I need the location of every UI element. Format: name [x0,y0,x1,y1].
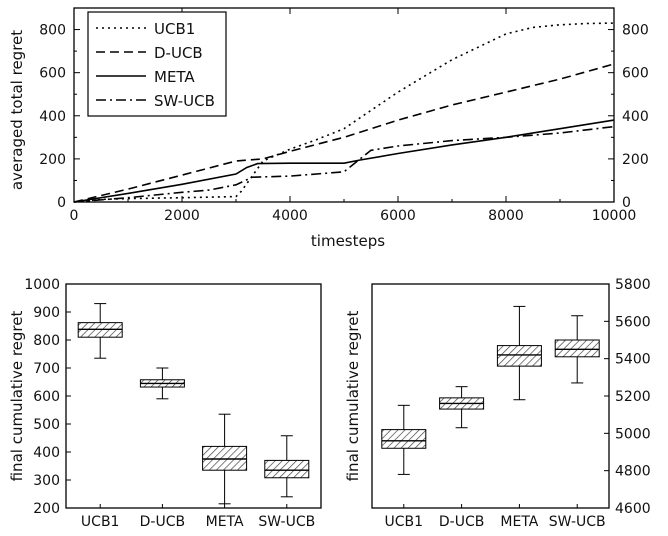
box-meta [496,345,542,367]
x-tick-label: 0 [70,208,79,224]
y-axis-label: averaged total regret [8,30,26,190]
x-tick-label: 2000 [164,208,200,224]
box-sw-ucb [264,459,310,479]
box-plot-panel-left: final cumulative regret 200 300 400 500 600 7… [8,277,322,530]
y-tick-label: 800 [33,333,60,349]
x-tick-label: SW-UCB [258,514,315,530]
right-y-tick-label: 200 [622,152,649,168]
legend-label: SW-UCB [154,92,215,110]
x-tick-label: UCB1 [81,514,120,530]
y-axis-label: final cumulative regret [8,311,26,482]
y-tick-label: 600 [39,66,66,82]
legend-label: D-UCB [154,44,203,62]
y-tick-label: 600 [33,389,60,405]
y-tick-label: 900 [33,305,60,321]
x-tick-label: SW-UCB [549,514,606,530]
x-tick-label: 6000 [380,208,416,224]
box-plot-panel-right: final cumulative regret 4600 4800 5000 5200… [344,277,651,530]
y-tick-label: 0 [57,195,66,211]
y-tick-label: 1000 [24,277,60,293]
legend-label: UCB1 [154,20,195,38]
y-tick-label: 4800 [615,464,651,480]
x-tick-label: 4000 [272,208,308,224]
y-tick-label: 200 [33,501,60,517]
y-tick-label: 400 [33,445,60,461]
y-tick-label: 4600 [615,501,651,517]
series-line-sw-ucb [73,125,615,203]
y-tick-label: 400 [39,109,66,125]
y-tick-label: 5200 [615,389,651,405]
line-chart-panel: averaged total regret timesteps 0 2000 400… [8,7,649,250]
y-axis-label: final cumulative regret [344,311,362,482]
box-ucb1 [381,429,427,449]
y-tick-label: 700 [33,361,60,377]
y-tick-label: 5000 [615,426,651,442]
y-tick-label: 500 [33,417,60,433]
x-tick-label: D-UCB [140,514,185,530]
right-y-tick-label: 400 [622,109,649,125]
legend-box [87,11,227,117]
x-tick-label: 10000 [592,208,637,224]
y-tick-label: 5400 [615,352,651,368]
series-line-d-ucb [73,63,615,203]
series-line-meta [73,119,615,203]
y-tick-label: 800 [39,23,66,39]
y-tick-label: 5800 [615,277,651,293]
x-tick-label: META [206,514,244,530]
right-y-tick-label: 0 [622,195,631,211]
y-tick-label: 5600 [615,314,651,330]
x-tick-label: D-UCB [439,514,484,530]
x-tick-label: 8000 [488,208,524,224]
x-tick-label: META [500,514,538,530]
x-tick-label: UCB1 [385,514,424,530]
right-y-tick-label: 600 [622,66,649,82]
right-y-tick-label: 800 [622,23,649,39]
y-tick-label: 200 [39,152,66,168]
legend-label: META [154,68,195,86]
y-tick-label: 300 [33,473,60,489]
box-sw-ucb [554,339,600,358]
x-axis-label: timesteps [311,232,385,250]
